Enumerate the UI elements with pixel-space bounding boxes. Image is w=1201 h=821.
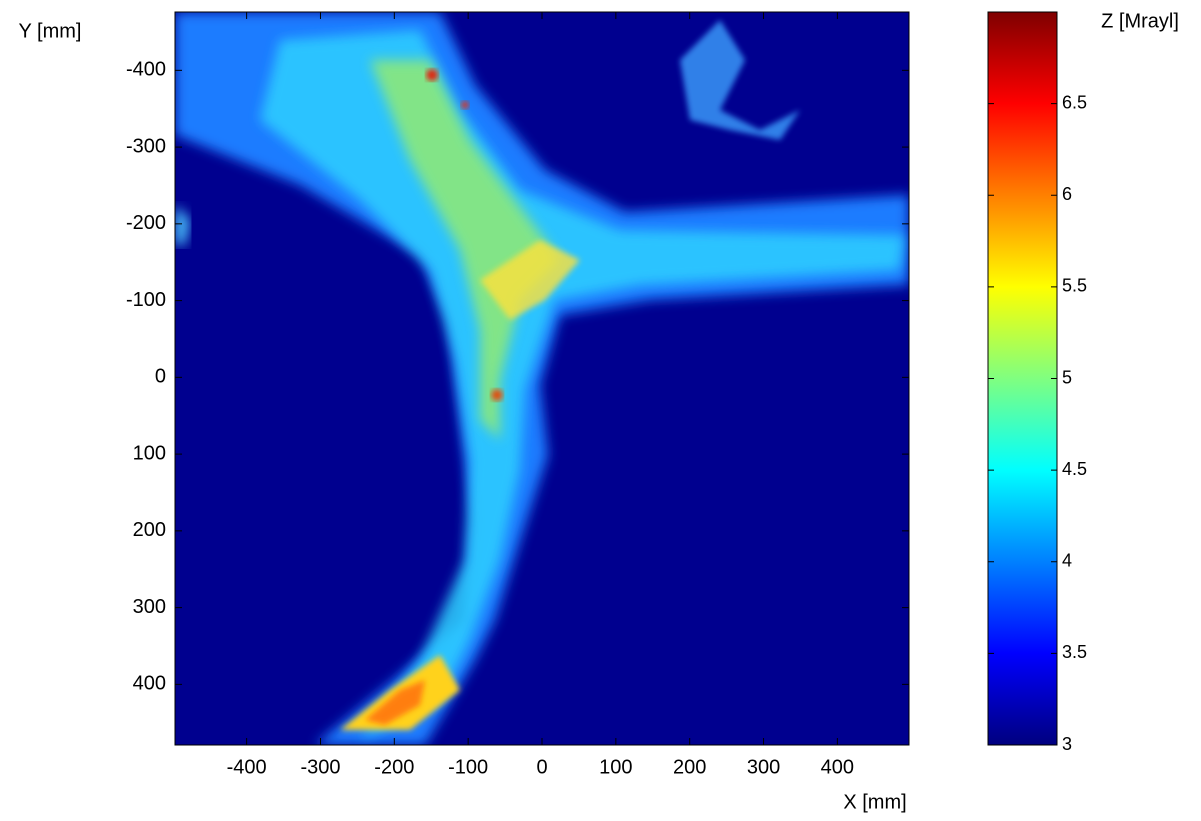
colorbar-tick-label: 4 (1062, 551, 1072, 571)
y-tick-label: -200 (126, 212, 166, 234)
y-tick-label: -300 (126, 135, 166, 157)
colorbar-label: Z [Mrayl] (1101, 10, 1179, 32)
colorbar-tick-label: 5 (1062, 367, 1072, 387)
colorbar-tick-label: 3.5 (1062, 642, 1087, 662)
x-tick-label: -400 (227, 756, 267, 778)
y-tick-label: -400 (126, 59, 166, 81)
x-tick-label: 100 (599, 756, 632, 778)
x-tick-label: 0 (536, 756, 547, 778)
colorbar-tick-label: 4.5 (1062, 459, 1087, 479)
colorbar-tick-label: 3 (1062, 734, 1072, 754)
x-axis-label: X [mm] (843, 791, 906, 813)
x-tick-label: -300 (300, 756, 340, 778)
colorbar (987, 11, 1058, 746)
y-tick-label: -100 (126, 289, 166, 311)
colorbar-tick-label: 6.5 (1062, 92, 1087, 112)
y-tick-label: 100 (133, 442, 166, 464)
x-tick-label: -100 (448, 756, 488, 778)
heatmap-image (175, 12, 909, 745)
y-tick-label: 300 (133, 596, 166, 618)
colorbar-tick-label: 6 (1062, 184, 1072, 204)
x-tick-label: 300 (747, 756, 780, 778)
x-tick-label: 400 (821, 756, 854, 778)
y-axis-label: Y [mm] (19, 20, 82, 42)
y-tick-label: 400 (133, 673, 166, 695)
y-tick-label: 0 (155, 366, 166, 388)
x-tick-label: 200 (673, 756, 706, 778)
x-tick-label: -200 (374, 756, 414, 778)
y-tick-label: 200 (133, 519, 166, 541)
colorbar-tick-label: 5.5 (1062, 276, 1087, 296)
